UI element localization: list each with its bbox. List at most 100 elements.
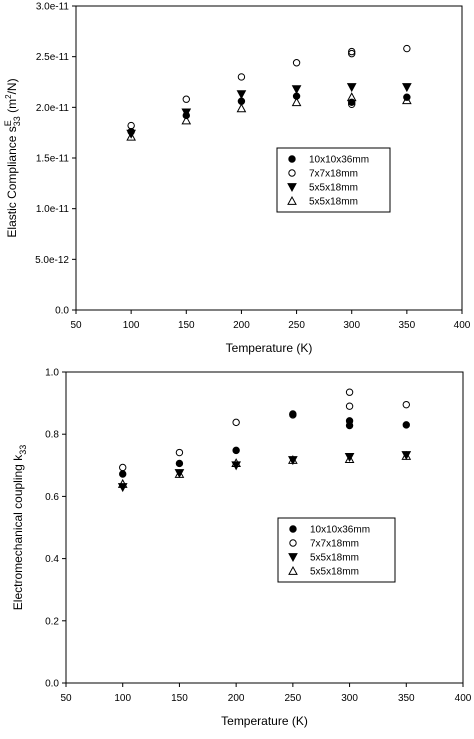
data-point [231,458,241,468]
x-tick-label: 250 [285,693,302,704]
data-point [346,83,357,93]
series-1 [127,92,411,136]
y-axis-title-unit-sup: 2 [4,94,13,99]
x-tick-label: 150 [171,693,188,704]
data-point [345,402,354,410]
x-tick-label: 50 [70,320,82,331]
data-point [126,131,136,141]
y-axis-title-main: Elastic Compliance s [5,126,19,237]
data-point [345,388,354,396]
data-point [401,450,412,460]
data-point [402,400,410,409]
data-point [346,92,357,102]
y-axis-title-sup: E [3,120,13,126]
y-tick-label: 0.6 [45,492,59,503]
y-tick-label: 1.5e-11 [36,154,70,165]
y-axis-title: Elastic Compliance sE33 (m2/N) [3,78,22,237]
data-point [236,90,247,100]
y-tick-label: 5.0e-12 [35,255,69,266]
data-point [344,453,355,462]
data-point [175,459,184,468]
legend-label: 7x7x18mm [310,539,359,550]
data-point [117,478,128,488]
x-axis-title: Temperature (K) [221,714,308,728]
chart-2: 50 100 150 200 250 300 350 400 0.0 0.2 0.4 0.6 0.8 1.… [11,368,472,729]
y-axis-title-sub: 33 [18,445,28,455]
x-tick-label: 350 [399,320,416,331]
series-1 [119,410,410,478]
y-tick-label: 3.0e-11 [36,2,70,13]
legend-marker [289,525,297,533]
plot-frame [65,371,464,684]
legend-marker [288,155,296,163]
x-tick-label: 200 [228,693,245,704]
x-tick-label: 300 [341,693,358,704]
data-point [292,59,301,67]
y-tick-label: 0.4 [45,554,59,565]
legend-label: 5x5x18mm [309,183,358,194]
series-3 [126,83,412,139]
legend-marker [289,539,297,547]
y-tick-label: 0.2 [45,616,59,627]
y-tick-label: 1.0 [45,368,59,379]
x-axis-title: Temperature (K) [226,341,313,355]
legend-label: 5x5x18mm [310,567,359,578]
data-point [119,470,127,478]
data-point [231,461,241,471]
legend-label: 5x5x18mm [310,553,359,564]
data-point [348,49,356,58]
y-tick-label: 0.8 [45,430,59,441]
data-point [403,44,411,53]
x-tick-label: 200 [233,320,250,331]
series-2 [127,44,411,130]
x-tick-label: 50 [60,693,72,704]
data-point [402,83,412,93]
legend-label: 5x5x18mm [309,197,358,208]
data-point [348,47,356,56]
data-point [236,103,247,113]
x-tick-label: 150 [178,320,195,331]
legend-marker [287,195,297,205]
x-tick-label: 100 [114,693,131,704]
y-tick-label: 0.0 [55,306,69,317]
legend-label: 10x10x36mm [310,525,370,536]
series-2 [119,388,410,472]
data-point [291,97,302,107]
y-tick-label: 1.0e-11 [36,204,70,215]
data-point [288,454,298,464]
series-3 [117,451,412,493]
y-axis-title-sub: 33 [12,116,22,126]
x-tick-label: 400 [454,320,471,331]
legend-marker [287,183,297,193]
data-point [119,463,127,472]
legend-marker [288,565,298,575]
plot-frame [75,5,463,311]
data-point [232,446,240,455]
series-4 [117,450,412,488]
data-point [175,448,184,457]
series-4 [126,92,412,141]
data-point [402,421,410,429]
data-point [232,418,240,427]
y-tick-label: 0.0 [45,679,59,690]
data-point [126,129,136,139]
data-point [127,121,135,130]
data-point [182,95,190,103]
y-tick-label: 2.5e-11 [36,52,70,63]
legend-box [277,517,396,583]
chart-1: 50 100 150 200 250 300 350 400 0.0 5.0e-12 1.0e-11… [3,2,471,356]
data-point [289,411,297,419]
data-point [344,454,355,463]
legend-box [276,147,391,213]
legend-label: 7x7x18mm [309,169,358,180]
data-point [402,95,412,105]
legend: 10x10x36mm 7x7x18mm 5x5x18mm 5x5x18mm [277,517,396,583]
y-axis-title-unit-end: /N) [5,78,19,94]
data-point [345,421,354,430]
data-point [181,115,192,125]
legend-marker [288,169,296,177]
x-tick-label: 300 [343,320,360,331]
y-tick-label: 2.0e-11 [36,103,70,114]
